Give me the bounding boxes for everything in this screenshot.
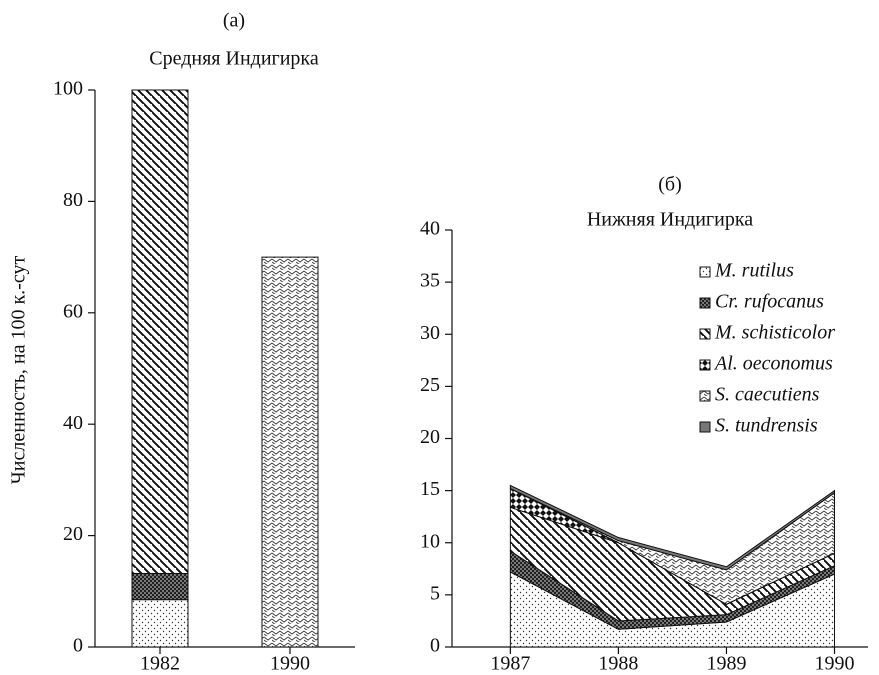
legend-label: Cr. rufocanus [715, 291, 824, 313]
y-tick-label: 80 [63, 189, 83, 211]
y-tick-label: 15 [420, 478, 440, 500]
x-tick-label: 1988 [598, 653, 638, 675]
y-tick-label: 25 [420, 374, 440, 396]
y-tick-label: 0 [73, 635, 83, 657]
legend-label: S. tundrensis [715, 415, 818, 437]
legend-swatch [699, 266, 711, 278]
y-tick-label: 60 [63, 300, 83, 322]
y-tick-label: 30 [420, 322, 440, 344]
chart-subtitle: Нижняя Индигирка [587, 209, 753, 231]
y-tick-label: 40 [63, 412, 83, 434]
bar-segment [131, 599, 189, 648]
y-tick-label: 10 [420, 530, 440, 552]
area [509, 484, 836, 571]
x-tick-label: 1987 [490, 653, 530, 675]
legend-swatch [699, 390, 711, 402]
y-tick-label: 40 [420, 218, 440, 240]
y-axis-label: Численность, на 100 к.-сут [8, 256, 30, 485]
x-tick-label: 1982 [140, 653, 180, 675]
y-tick-label: 20 [420, 426, 440, 448]
y-tick-label: 35 [420, 270, 440, 292]
y-tick-label: 5 [430, 582, 440, 604]
x-tick-label: 1989 [706, 653, 746, 675]
y-tick-label: 20 [63, 523, 83, 545]
legend-label: Al. oeconomus [713, 353, 833, 375]
legend-swatch [699, 421, 711, 433]
y-tick-label: 100 [53, 78, 83, 100]
y-tick-label: 0 [430, 635, 440, 657]
bar-segment [261, 256, 319, 648]
x-tick-label: 1990 [815, 653, 855, 675]
legend-label: M. rutilus [714, 260, 794, 282]
bar-segment [131, 89, 189, 574]
x-tick-label: 1990 [270, 653, 310, 675]
chart-title: (б) [658, 174, 682, 196]
bar-segment [131, 572, 189, 601]
legend-swatch [699, 328, 711, 340]
legend-swatch [699, 359, 711, 371]
legend-label: S. caecutiens [715, 384, 820, 406]
legend-label: M. schisticolor [714, 322, 835, 344]
chart-subtitle: Средняя Индигирка [149, 48, 319, 70]
legend-swatch [699, 297, 711, 309]
chart-title: (a) [223, 10, 245, 32]
